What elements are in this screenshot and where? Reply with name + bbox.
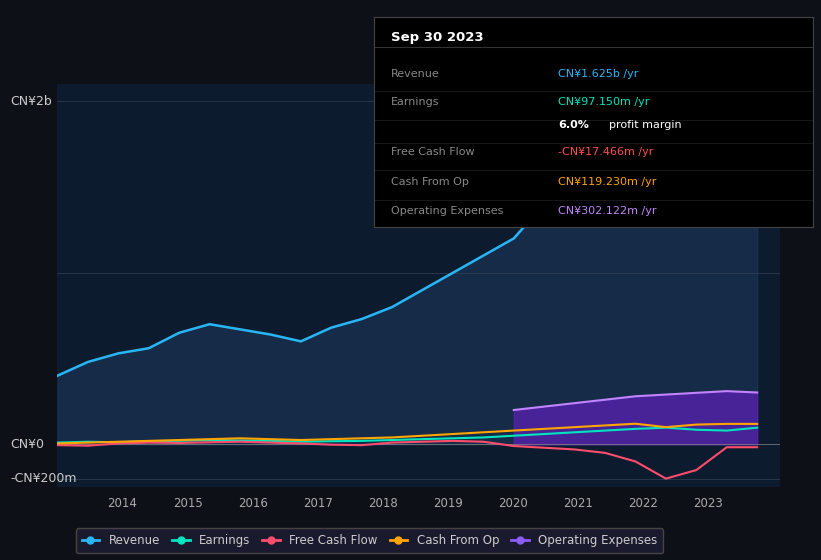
Text: CN¥119.230m /yr: CN¥119.230m /yr (558, 176, 657, 186)
Text: profit margin: profit margin (608, 120, 681, 130)
Text: CN¥0: CN¥0 (11, 438, 44, 451)
Text: Free Cash Flow: Free Cash Flow (391, 147, 475, 157)
Text: CN¥97.150m /yr: CN¥97.150m /yr (558, 97, 649, 107)
Legend: Revenue, Earnings, Free Cash Flow, Cash From Op, Operating Expenses: Revenue, Earnings, Free Cash Flow, Cash … (76, 528, 663, 553)
Text: -CN¥17.466m /yr: -CN¥17.466m /yr (558, 147, 654, 157)
Text: 6.0%: 6.0% (558, 120, 589, 130)
Text: Revenue: Revenue (391, 68, 440, 78)
Text: Earnings: Earnings (391, 97, 439, 107)
Text: CN¥302.122m /yr: CN¥302.122m /yr (558, 206, 657, 216)
Text: Cash From Op: Cash From Op (391, 176, 469, 186)
Text: Operating Expenses: Operating Expenses (391, 206, 503, 216)
Text: CN¥1.625b /yr: CN¥1.625b /yr (558, 68, 639, 78)
Text: Sep 30 2023: Sep 30 2023 (391, 31, 484, 44)
Text: -CN¥200m: -CN¥200m (11, 472, 77, 485)
Text: CN¥2b: CN¥2b (11, 95, 53, 108)
